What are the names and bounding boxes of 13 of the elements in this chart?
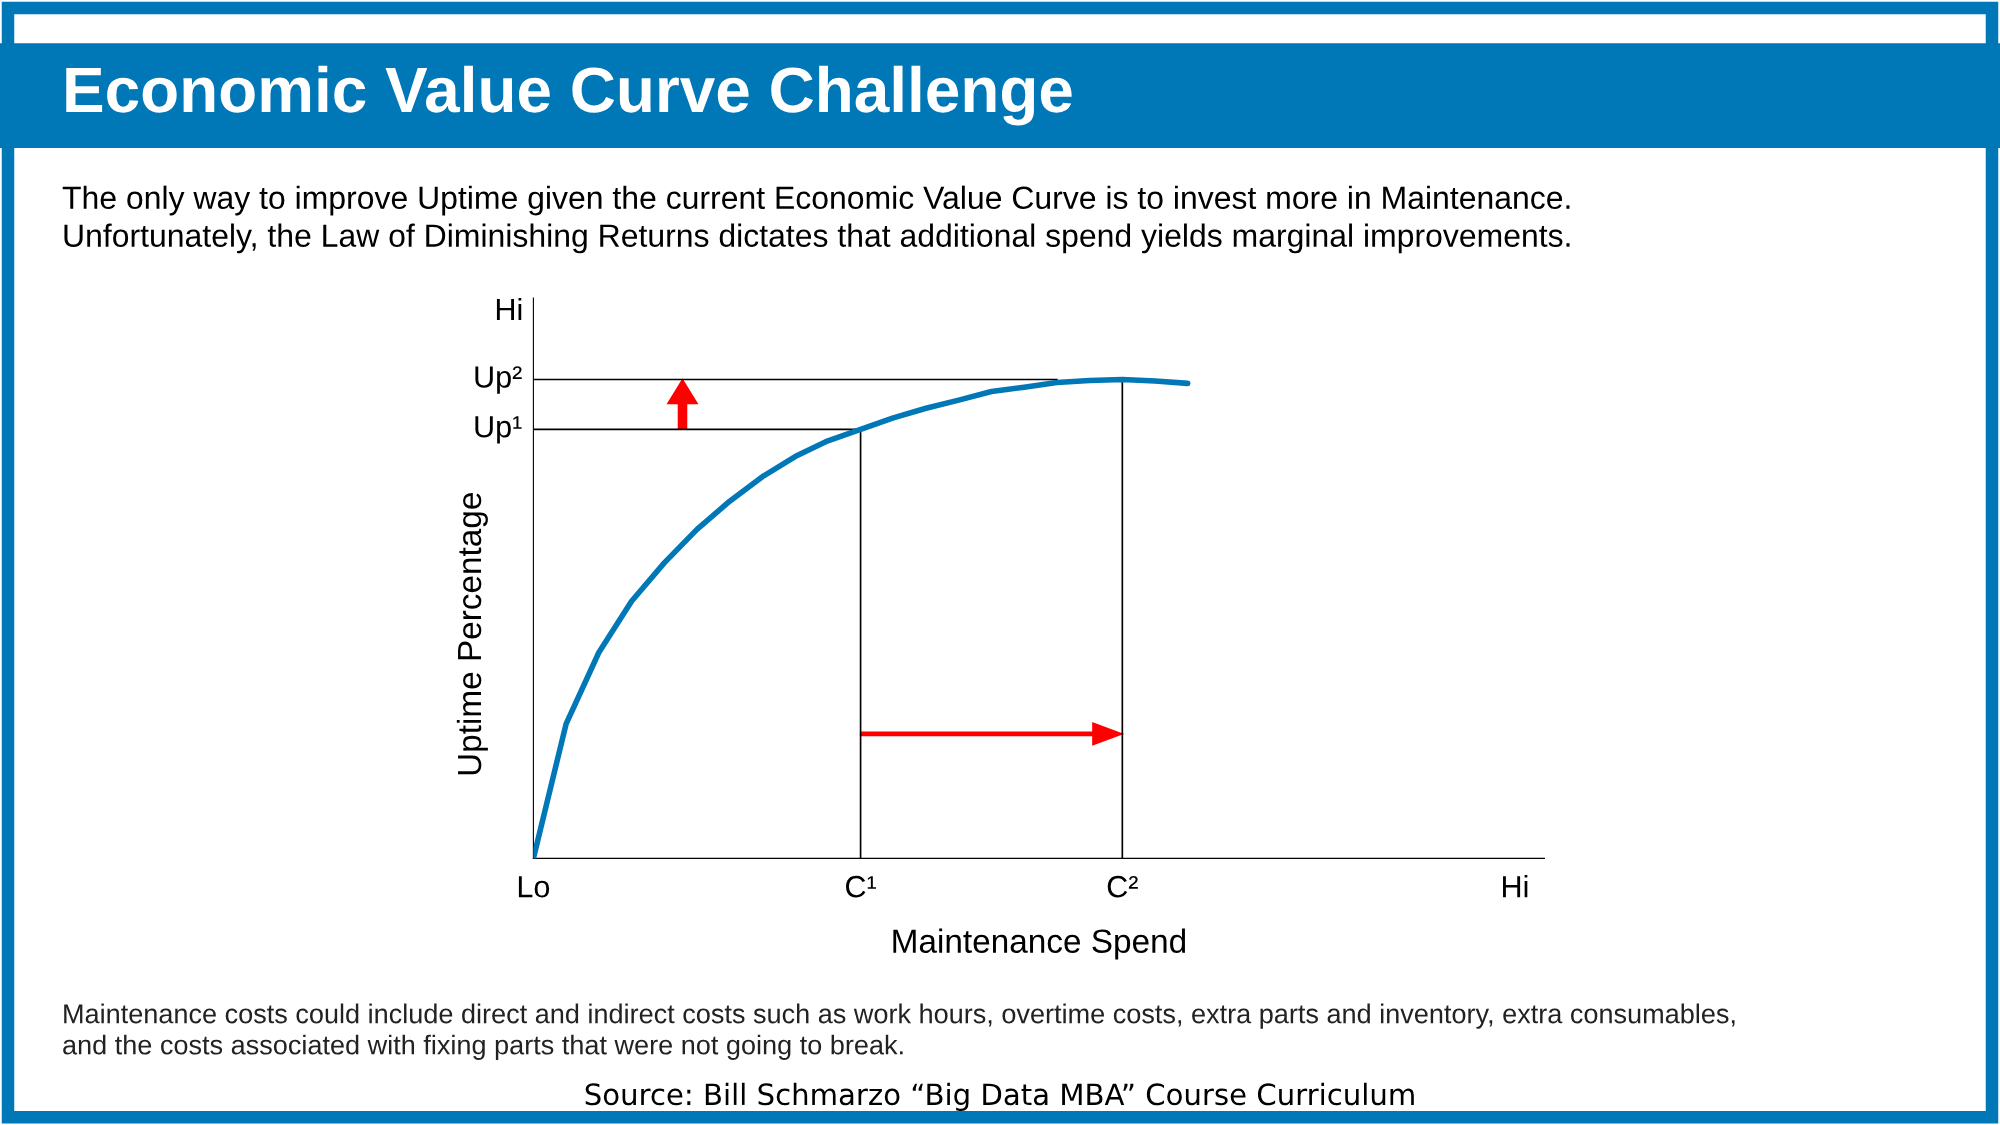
y-axis-title: Uptime Percentage — [456, 493, 488, 775]
source-note: Source: Bill Schmarzo “Big Data MBA” Course Curriculum — [585, 1082, 1414, 1111]
x-tick-label: Hi — [1503, 875, 1528, 898]
chart-subtitle: The only way to improve Uptime given the current Economic Value Curve is to invest more in Maintenance. Unfortunately, the Law of Diminishing Returns dictates that additional spend yields marginal improvements. — [62, 185, 1570, 254]
x-tick-label: C² — [1107, 875, 1138, 898]
text: Maintenance costs could include direct and indirect costs such as work hours, overtime costs, extra parts and inventory, extra consumables, and the costs associated with fixing parts that were not going to break. — [63, 1003, 1735, 1060]
ref-line-label: Up¹ — [475, 416, 522, 444]
text: Hi — [496, 297, 522, 321]
ref-line-label: Up² — [475, 366, 522, 394]
x-tick-label: Lo — [518, 876, 550, 898]
x-axis-title: Maintenance Spend — [893, 928, 1186, 960]
chart-title: Economic Value Curve Challenge — [66, 65, 1072, 126]
x-tick-label: C¹ — [846, 875, 877, 898]
